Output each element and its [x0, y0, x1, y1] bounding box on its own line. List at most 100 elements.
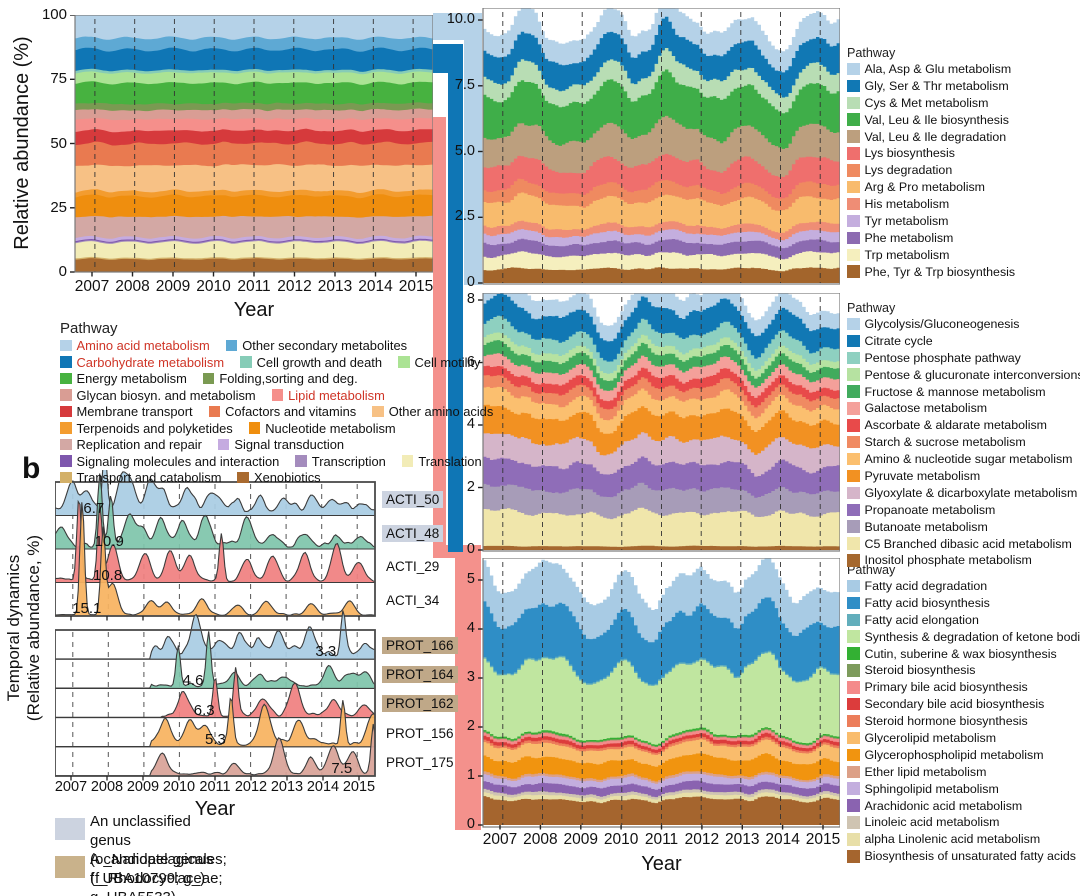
legend-item: Glycolysis/Gluconeogenesis	[847, 317, 1080, 331]
legend-item: Linoleic acid metabolism	[847, 815, 1080, 829]
legend-label: Val, Leu & Ile biosynthesis	[864, 112, 1009, 127]
legend-item: Transcription	[295, 454, 386, 469]
legend-swatch	[60, 455, 72, 467]
amino-legend: Ala, Asp & Glu metabolism Gly, Ser & Thr …	[847, 62, 1015, 282]
legend-label: Amino & nucleotide sugar metabolism	[864, 452, 1073, 467]
legend-item: Transport and catabolism	[60, 470, 221, 485]
legend-swatch	[847, 248, 860, 262]
legend-item: Signal transduction	[217, 437, 345, 452]
ridge-y-axis-label-line1: Temporal dynamics	[4, 554, 23, 702]
legend-item: Carbohydrate metabolism	[60, 355, 224, 370]
legend-item: alpha Linolenic acid metabolism	[847, 832, 1080, 846]
x-tick-label: 2009	[155, 278, 191, 295]
ridge-x-axis-label: Year	[194, 798, 236, 820]
legend-item: Cofactors and vitamins	[208, 404, 356, 419]
legend-label: Other amino acids	[388, 404, 494, 419]
legend-label: Gly, Ser & Thr metabolism	[864, 78, 1009, 93]
legend-swatch	[847, 385, 860, 398]
legend-item: Glycan biosyn. and metabolism	[60, 388, 256, 403]
legend-swatch	[847, 469, 860, 483]
ridge-x-tick-label: 2008	[90, 779, 124, 795]
series-c5-branched-dibasic-acid-metabolism	[483, 507, 840, 550]
x-tick-label: 2010	[603, 831, 639, 848]
legend-label: Phe metabolism	[864, 230, 954, 245]
plot-frame	[482, 8, 840, 285]
legend-item: Galactose metabolism	[847, 401, 1080, 415]
legend-item: Lys biosynthesis	[847, 146, 1015, 160]
legend-item: Cell motility	[398, 355, 480, 370]
main-legend-title: Pathway	[60, 320, 118, 337]
legend-label: Galactose metabolism	[864, 401, 988, 416]
x-tick-label: 2015	[398, 278, 434, 295]
candidate-genus-line1: A candidate genus (f_Rhodocyclaceae;	[90, 851, 223, 887]
legend-swatch	[60, 438, 72, 451]
legend-swatch	[847, 833, 860, 846]
x-tick-label: 2008	[115, 278, 150, 295]
legend-label: Membrane transport	[76, 404, 193, 419]
legend-label: Transport and catabolism	[76, 470, 222, 485]
ridge-row-label: ACTI_50	[382, 491, 444, 509]
ridge-x-tick-label: 2009	[126, 779, 160, 795]
legend-swatch	[847, 231, 860, 245]
legend-item: Arg & Pro metabolism	[847, 180, 1015, 194]
legend-label: Glycan biosyn. and metabolism	[76, 387, 256, 403]
legend-swatch	[237, 471, 249, 484]
legend-label: Xenobiotics	[253, 470, 321, 485]
legend-row: Carbohydrate metabolism Cell growth and d…	[60, 354, 480, 370]
lipid-x-axis-label: Year	[641, 853, 682, 875]
legend-swatch	[271, 389, 284, 401]
y-tick-label: 8	[466, 291, 475, 307]
y-tick-label: 100	[41, 6, 67, 23]
legend-label: Nucleotide metabolism	[265, 420, 396, 436]
legend-swatch	[847, 113, 860, 126]
legend-label: C5 Branched dibasic acid metabolism	[864, 536, 1072, 551]
legend-label: Signal transduction	[234, 437, 345, 452]
x-tick-label: 2014	[765, 831, 800, 848]
legend-label: Arg & Pro metabolism	[864, 180, 986, 195]
legend-item: Other amino acids	[372, 404, 493, 419]
ribbon-amino-acid	[433, 13, 482, 285]
legend-swatch	[202, 372, 215, 385]
ridge-area-prot_156	[55, 697, 376, 748]
legend-label: Synthesis & degradation of ketone bodies	[864, 629, 1080, 644]
legend-swatch	[847, 368, 860, 381]
legend-swatch	[847, 351, 860, 365]
legend-swatch	[847, 197, 860, 211]
y-tick-label: 2	[466, 718, 475, 734]
legend-label: Replication and repair	[76, 437, 202, 452]
ridge-x-tick-label: 2007	[54, 779, 88, 795]
x-tick-label: 2009	[563, 831, 598, 848]
legend-row: Signaling molecules and interaction Trans…	[60, 454, 482, 469]
x-tick-label: 2015	[805, 831, 841, 848]
plot-frame	[482, 293, 840, 552]
legend-swatch	[60, 471, 72, 484]
legend-swatch	[847, 334, 860, 348]
candidate-genus-swatch	[55, 856, 85, 878]
legend-swatch	[372, 405, 384, 418]
x-tick-label: 2011	[644, 831, 679, 848]
legend-item: Citrate cycle	[847, 334, 1080, 348]
legend-label: Linoleic acid metabolism	[864, 815, 1000, 830]
legend-label: Butanoate metabolism	[864, 519, 988, 534]
unclassified-genus-line1: An unclassified genus (o_Nanopelagicales…	[90, 813, 227, 868]
ridge-annotation: 4.6	[182, 672, 204, 690]
legend-swatch	[401, 455, 414, 467]
ridge-row-label: ACTI_29	[386, 559, 440, 575]
legend-swatch	[847, 613, 860, 627]
legend-label: Steroid biosynthesis	[864, 663, 976, 678]
legend-label: Biosynthesis of unsaturated fatty acids	[864, 849, 1076, 864]
series-inositol-phosphate-metabolism	[483, 545, 840, 550]
legend-row: Amino acid metabolism Other secondary met…	[60, 338, 460, 353]
legend-label: Fatty acid degradation	[864, 579, 988, 593]
legend-item: Fatty acid biosynthesis	[847, 596, 1080, 610]
legend-swatch	[847, 731, 860, 745]
ridge-x-tick-label: 2014	[306, 779, 340, 795]
legend-swatch	[847, 214, 860, 228]
x-tick-label: 2012	[684, 831, 720, 848]
legend-swatch	[847, 317, 860, 331]
legend-label: Cell growth and death	[256, 354, 383, 370]
x-tick-label: 2010	[196, 278, 231, 295]
main-legend: Amino acid metabolism Other secondary met…	[60, 338, 493, 487]
